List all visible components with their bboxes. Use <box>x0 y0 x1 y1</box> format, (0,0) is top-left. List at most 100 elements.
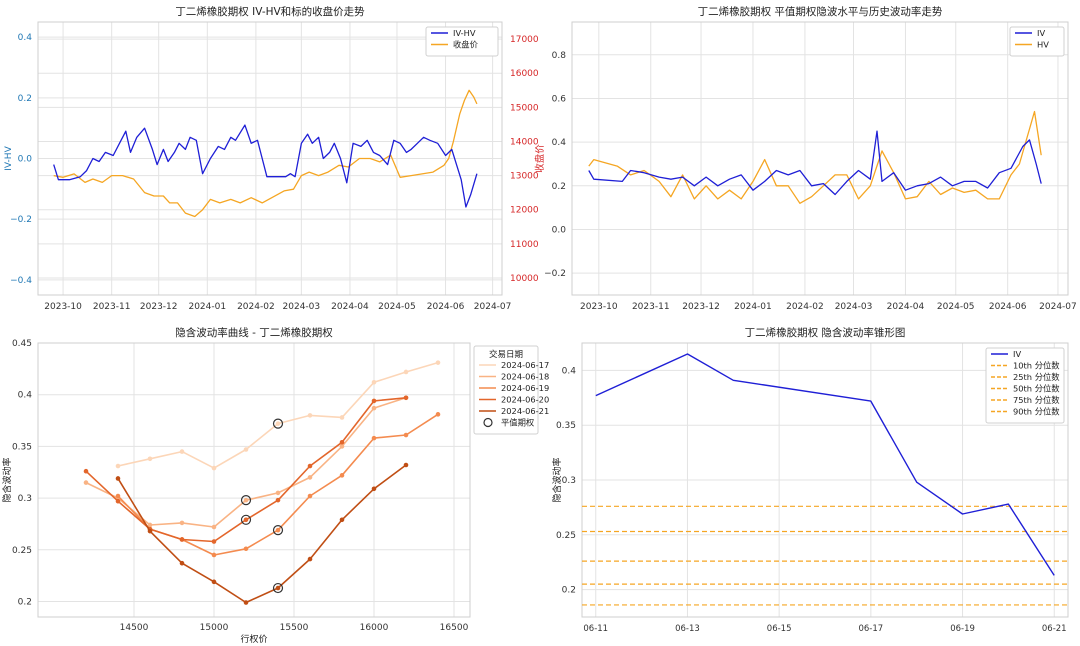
iv-hv-line <box>53 124 478 208</box>
atm-option-marker <box>240 514 252 525</box>
cone-frame <box>581 342 1069 618</box>
smile-legend-entry: 2024-06-17 <box>501 360 549 370</box>
levels-xtick-label: 2024-06 <box>989 302 1027 312</box>
ivhv-title: 丁二烯橡胶期权 IV-HV和标的收盘价走势 <box>175 5 365 18</box>
ivhv-xtick-label: 2024-05 <box>378 302 416 312</box>
cone-xtick-label: 06-11 <box>583 624 608 634</box>
levels-ytick-label: −0.2 <box>544 269 566 279</box>
ivhv-y2tick-label: 16000 <box>510 69 539 79</box>
smile-legend-entry: 2024-06-19 <box>501 383 549 393</box>
smile-point <box>211 524 217 530</box>
smile-xtick-label: 15500 <box>280 623 309 633</box>
smile-point <box>275 497 281 503</box>
levels-legend-entry: IV <box>1037 28 1045 38</box>
smile-point <box>403 432 409 438</box>
smile-point <box>147 528 153 534</box>
levels-xtick-label: 2024-07 <box>1039 302 1077 312</box>
ivhv-legend-box <box>425 26 499 57</box>
smile-point <box>371 398 377 404</box>
smile-point <box>211 539 217 544</box>
atm-option-marker <box>272 525 284 536</box>
smile-point <box>83 480 89 485</box>
smile-line-2024-06-21 <box>117 464 407 604</box>
cone-xtick-label: 06-13 <box>675 624 700 634</box>
smile-point <box>179 520 185 526</box>
smile-point <box>275 585 281 591</box>
cone-legend-box <box>985 347 1065 424</box>
ivhv-xtick-label: 2024-06 <box>427 302 465 312</box>
smile-point <box>243 447 249 452</box>
levels-xtick-label: 2024-03 <box>835 302 873 312</box>
smile-point <box>339 444 345 449</box>
cone-legend-entry: IV <box>1013 349 1021 359</box>
cone-legend-entry: 10th 分位数 <box>1013 361 1060 371</box>
cone-xtick-label: 06-21 <box>1042 624 1067 634</box>
cone-title: 丁二烯橡胶期权 隐含波动率锥形图 <box>745 326 906 339</box>
ivhv-xtick-label: 2024-02 <box>237 302 275 312</box>
smile-point <box>371 379 377 385</box>
smile-point <box>339 439 345 445</box>
smile-point <box>275 490 281 496</box>
cone-xtick-label: 06-17 <box>858 624 883 634</box>
smile-point <box>243 546 249 552</box>
smile-point <box>211 579 217 585</box>
ivhv-ytick-label: 0.0 <box>18 155 33 165</box>
smile-legend-marker <box>483 417 493 428</box>
cone-ytick-label: 0.35 <box>556 421 576 431</box>
smile-point <box>371 405 377 411</box>
smile-point <box>371 486 377 492</box>
smile-point <box>339 473 345 478</box>
levels-legend-entry: HV <box>1037 40 1049 50</box>
atm-option-marker <box>272 582 284 594</box>
cone-xtick-label: 06-19 <box>950 624 975 634</box>
smile-point <box>83 468 89 474</box>
cone-ytick-label: 0.3 <box>562 476 576 486</box>
smile-ytick-label: 0.2 <box>18 597 32 607</box>
atm-option-marker <box>240 495 252 506</box>
ivhv-ytick-label: −0.2 <box>10 215 32 225</box>
smile-point <box>339 415 345 420</box>
levels-xtick-label: 2023-11 <box>632 302 670 312</box>
smile-point <box>307 493 313 499</box>
cone-legend-entry: 90th 分位数 <box>1013 407 1060 417</box>
smile-point <box>179 560 185 566</box>
smile-point <box>115 493 121 499</box>
levels-ytick-label: 0.0 <box>552 225 567 235</box>
ivhv-y2tick-label: 17000 <box>510 35 539 45</box>
smile-point <box>371 435 377 441</box>
smile-point <box>243 600 249 605</box>
levels-xtick-label: 2023-10 <box>580 302 618 312</box>
levels-xtick-label: 2024-01 <box>734 302 772 312</box>
ivhv-y2tick-label: 12000 <box>510 206 539 216</box>
smile-ytick-label: 0.35 <box>12 442 32 452</box>
smile-legend-entry: 2024-06-20 <box>501 395 549 405</box>
levels-ytick-label: 0.6 <box>552 94 567 104</box>
ivhv-y2tick-label: 10000 <box>510 274 539 284</box>
smile-point <box>147 522 153 528</box>
cone-ytick-label: 0.4 <box>562 366 577 376</box>
smile-ytick-label: 0.3 <box>18 494 32 504</box>
ivhv-y2tick-label: 14000 <box>510 137 539 147</box>
smile-point <box>243 497 249 503</box>
smile-point <box>435 412 441 417</box>
smile-point <box>403 395 409 401</box>
cone-legend-entry: 75th 分位数 <box>1013 395 1060 405</box>
ivhv-y2label: 收盘价 <box>534 144 546 173</box>
smile-legend-entry: 2024-06-18 <box>501 372 549 382</box>
ivhv-y2tick-label: 13000 <box>510 172 539 182</box>
close-price-line <box>53 89 478 218</box>
smile-point <box>339 517 345 523</box>
smile-line-2024-06-17 <box>117 361 439 469</box>
smile-legend-title: 交易日期 <box>489 349 523 360</box>
hv-line <box>588 110 1042 204</box>
smile-point <box>115 476 121 481</box>
smile-point <box>179 537 185 542</box>
cone-legend-entry: 25th 分位数 <box>1013 372 1060 382</box>
smile-point <box>179 449 185 454</box>
smile-xtick-label: 15000 <box>200 623 229 633</box>
ivhv-xtick-label: 2024-07 <box>474 302 512 312</box>
cone-iv-line <box>595 353 1055 576</box>
ivhv-ytick-label: 0.2 <box>18 94 32 104</box>
levels-xtick-label: 2024-04 <box>887 302 925 312</box>
